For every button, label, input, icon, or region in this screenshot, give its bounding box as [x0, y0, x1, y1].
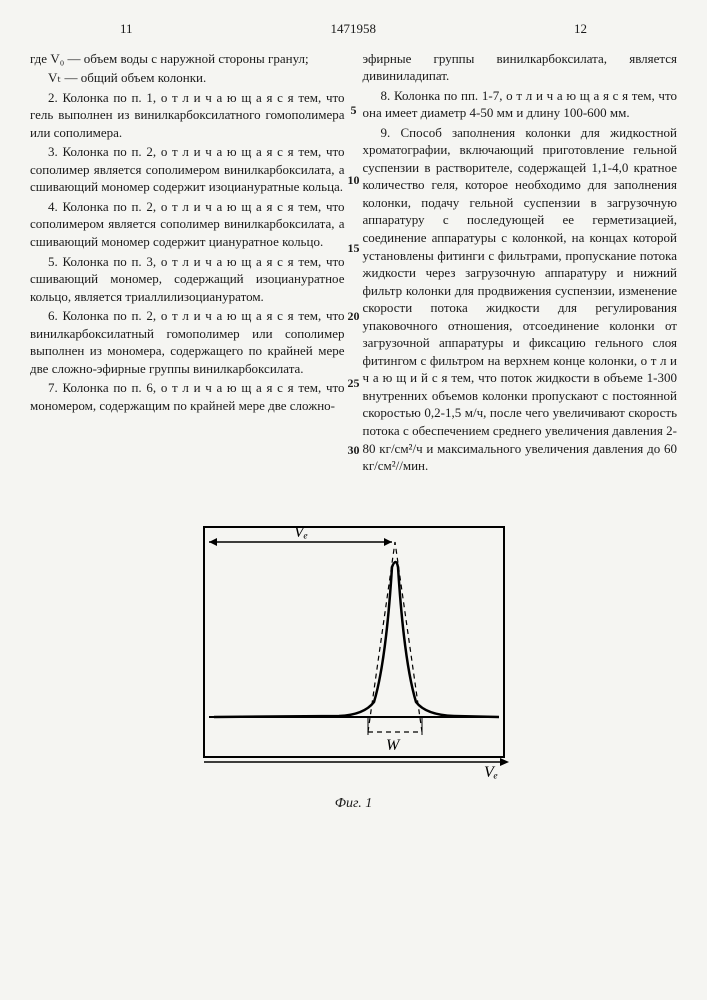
line-marker: 15	[348, 240, 360, 256]
paragraph: 3. Колонка по п. 2, о т л и ч а ю щ а я …	[30, 143, 345, 196]
page-header: 11 1471958 12	[30, 20, 677, 38]
x-axis-label: Vₑ	[484, 764, 498, 781]
ve-label: Vₑ	[294, 524, 308, 541]
paragraph: 5. Колонка по п. 3, о т л и ч а ю щ а я …	[30, 253, 345, 306]
chromatogram-chart: Vₑ W Vₑ	[164, 507, 544, 787]
arrow-head-icon	[209, 538, 217, 546]
w-label: W	[386, 737, 401, 754]
peak-curve	[214, 562, 499, 717]
line-marker: 25	[348, 375, 360, 391]
arrow-head-icon	[384, 538, 392, 546]
right-column: эфирные группы винилкарбоксилата, являет…	[363, 50, 678, 477]
tangent-left	[368, 542, 395, 732]
line-marker: 5	[351, 102, 357, 118]
paragraph: эфирные группы винилкарбоксилата, являет…	[363, 50, 678, 85]
tangent-right	[395, 542, 422, 732]
figure-1: Vₑ W Vₑ Фиг. 1	[30, 507, 677, 814]
chart-frame	[204, 527, 504, 757]
paragraph: 4. Колонка по п. 2, о т л и ч а ю щ а я …	[30, 198, 345, 251]
arrow-head-icon	[500, 758, 509, 766]
document-number: 1471958	[331, 20, 377, 38]
line-marker: 30	[348, 442, 360, 458]
line-marker: 20	[348, 308, 360, 324]
paragraph: Vₜ — общий объем колонки.	[30, 69, 345, 87]
paragraph: где V₀ — объем воды с наружной стороны г…	[30, 50, 345, 68]
paragraph: 9. Способ заполнения колонки для жидкост…	[363, 124, 678, 475]
right-page-number: 12	[574, 20, 587, 38]
paragraph: 6. Колонка по п. 2, о т л и ч а ю щ а я …	[30, 307, 345, 377]
content-wrapper: 5 10 15 20 25 30 где V₀ — объем воды с н…	[30, 50, 677, 477]
paragraph: 7. Колонка по п. 6, о т л и ч а ю щ а я …	[30, 379, 345, 414]
figure-caption: Фиг. 1	[30, 795, 677, 814]
paragraph: 8. Колонка по пп. 1-7, о т л и ч а ю щ а…	[363, 87, 678, 122]
left-page-number: 11	[120, 20, 133, 38]
paragraph: 2. Колонка по п. 1, о т л и ч а ю щ а я …	[30, 89, 345, 142]
line-marker: 10	[348, 172, 360, 188]
left-column: где V₀ — объем воды с наружной стороны г…	[30, 50, 345, 477]
